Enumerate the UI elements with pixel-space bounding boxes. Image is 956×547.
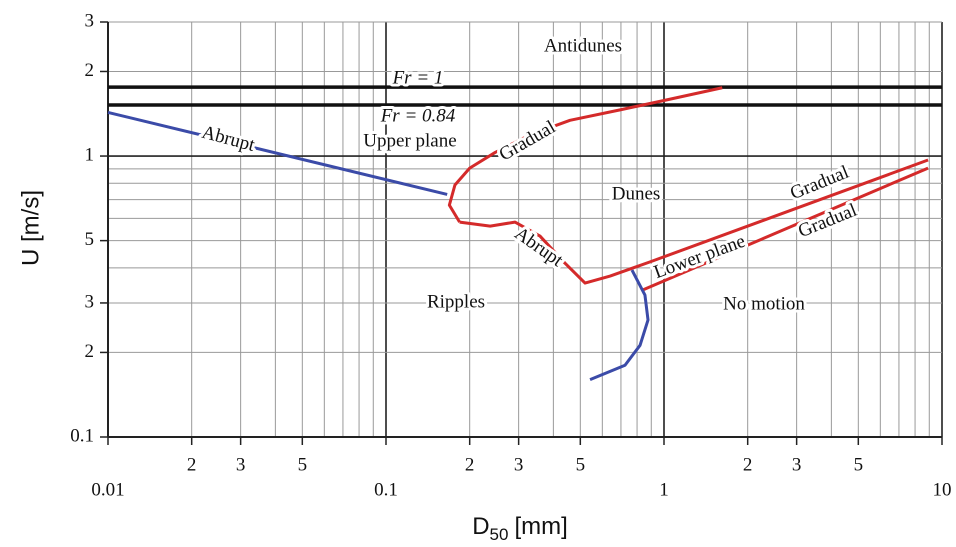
x-tick-label: 3 <box>792 454 802 475</box>
annotations: Antidunes Upper plane Dunes Ripples No m… <box>197 32 863 317</box>
region-label: Antidunes <box>544 35 622 56</box>
x-axis-title: D50 [mm] <box>472 513 568 544</box>
x-tick-label: 3 <box>514 454 524 475</box>
y-tick-label: 3 <box>85 291 95 312</box>
x-tick-label: 5 <box>298 454 308 475</box>
curve <box>447 86 723 223</box>
x-tick-label: 1 <box>659 479 669 500</box>
x-title-unit: [mm] <box>514 513 567 540</box>
region-label: Ripples <box>427 291 485 312</box>
y-tick-label: 2 <box>85 341 95 362</box>
x-tick-label: 5 <box>576 454 586 475</box>
x-tick-label: 5 <box>854 454 864 475</box>
region-label: Dunes <box>612 183 661 204</box>
x-tick-label: 0.01 <box>91 479 124 500</box>
y-tick-label: 1 <box>85 144 95 165</box>
grid <box>107 21 943 438</box>
curve-label: Abrupt <box>200 122 258 156</box>
curves <box>107 85 942 382</box>
froude-label: Fr = 0.84 <box>380 105 456 126</box>
x-tick-label: 3 <box>236 454 246 475</box>
curve-label: Gradual <box>496 117 560 166</box>
curve <box>107 110 448 196</box>
y-axis-title: U [m/s] <box>17 190 44 266</box>
curve <box>641 166 929 292</box>
y-tick-label: 0.1 <box>70 425 94 446</box>
y-tick-label: 3 <box>85 10 95 31</box>
curve <box>459 158 929 285</box>
x-title-base: D <box>472 513 489 540</box>
x-title-sub: 50 <box>490 525 509 544</box>
region-label: Upper plane <box>363 130 456 151</box>
x-tick-label: 2 <box>743 454 753 475</box>
curve <box>589 269 650 382</box>
froude-label: Fr = 1 <box>392 67 444 88</box>
y-tick-label: 5 <box>85 229 95 250</box>
y-tick-label: 2 <box>85 60 95 81</box>
x-tick-label: 0.1 <box>374 479 398 500</box>
region-label: No motion <box>723 293 805 314</box>
x-tick-label: 2 <box>465 454 475 475</box>
x-tick-label: 2 <box>187 454 197 475</box>
x-tick-label: 10 <box>933 479 952 500</box>
